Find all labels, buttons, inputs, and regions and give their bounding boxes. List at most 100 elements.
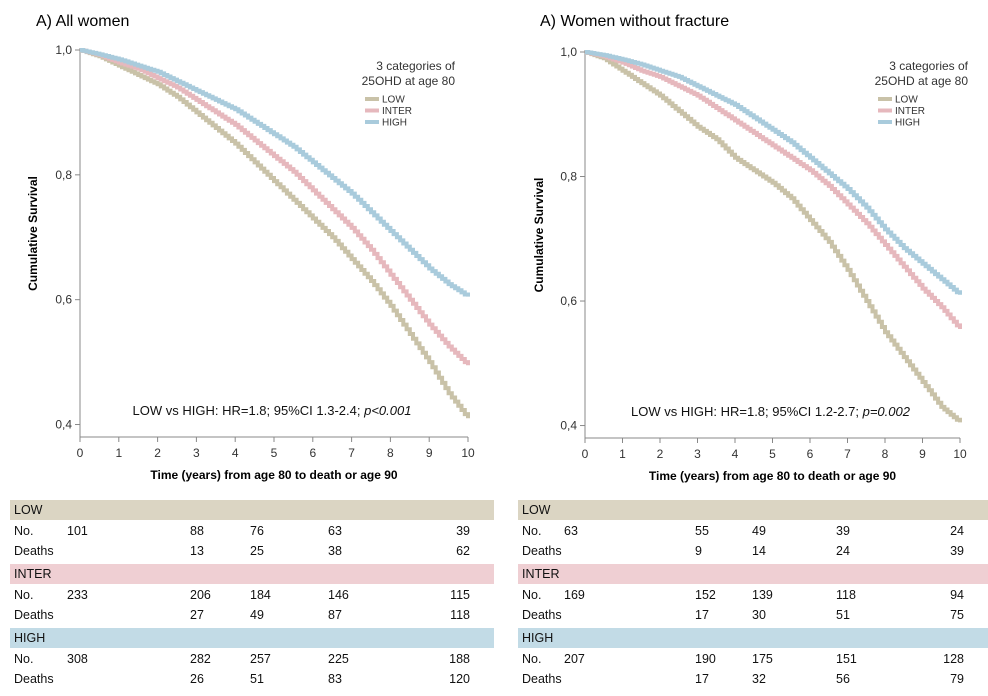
x-axis-title: Time (years) from age 80 to death or age… [649,469,897,483]
legend-item-low: LOW [382,95,405,106]
legend-item-inter: INTER [895,106,925,117]
series-line-inter [585,50,962,329]
risk-cell: 282 [190,652,211,666]
y-tick-label: 1,0 [560,45,577,59]
risk-cell: 233 [67,588,88,602]
risk-cell: 101 [67,524,88,538]
legend-title: 3 categories of [889,59,968,73]
x-axis-title: Time (years) from age 80 to death or age… [150,468,398,482]
risk-row-label: No. [14,652,34,666]
legend-title: 25OHD at age 80 [875,74,969,88]
risk-row-deaths: Deaths 27 49 87 118 [10,605,494,625]
x-tick-label: 1 [115,446,122,460]
risk-cell: 118 [450,608,470,622]
x-tick-label: 9 [426,446,433,460]
risk-cell: 94 [950,588,964,602]
legend-item-low: LOW [895,95,918,106]
risk-cell: 63 [328,524,342,538]
x-tick-label: 6 [807,447,814,461]
risk-cell: 257 [250,652,271,666]
risk-cell: 51 [836,608,850,622]
risk-cell: 27 [190,608,204,622]
risk-row-deaths: Deaths 26 51 83 120 [10,669,494,689]
risk-cell: 139 [752,588,773,602]
risk-cell: 115 [450,588,470,602]
legend-item-high: HIGH [382,118,407,129]
risk-row-label: Deaths [522,672,562,686]
risk-cell: 49 [752,524,766,538]
y-tick-label: 0,8 [560,170,577,184]
x-tick-label: 3 [193,446,200,460]
x-tick-label: 10 [461,446,475,460]
legend-item-high: HIGH [895,118,920,129]
risk-row-label: No. [522,524,542,538]
risk-cell: 87 [328,608,342,622]
risk-table-all-women: LOW No. 101 88 76 63 39 Deaths 13 25 38 62 INTER No. 2… [10,500,494,696]
risk-row-deaths: Deaths 9 14 24 39 [518,541,988,561]
x-tick-label: 10 [953,447,967,461]
risk-cell: 26 [190,672,204,686]
risk-cell: 39 [456,524,470,538]
risk-cell: 152 [695,588,716,602]
risk-group-header-inter: INTER [10,564,494,584]
x-tick-label: 6 [309,446,316,460]
risk-cell: 38 [328,544,342,558]
risk-row-deaths: Deaths 17 30 51 75 [518,605,988,625]
risk-cell: 13 [190,544,204,558]
risk-row-label: No. [14,588,34,602]
hazard-ratio-text: LOW vs HIGH: HR=1.8; 95%CI 1.3-2.4; p<0.… [133,403,412,418]
risk-cell: 63 [564,524,578,538]
risk-row-no: No. 101 88 76 63 39 [10,521,494,541]
risk-cell: 206 [190,588,211,602]
risk-cell: 55 [695,524,709,538]
risk-table-women-without-fracture: LOW No. 63 55 49 39 24 Deaths 9 14 24 39 INTER No. 169… [518,500,988,696]
risk-cell: 76 [250,524,264,538]
panel-title: A) All women [36,13,129,30]
risk-cell: 207 [564,652,585,666]
risk-cell: 39 [836,524,850,538]
risk-cell: 308 [67,652,88,666]
risk-cell: 24 [836,544,850,558]
panel-title: A) Women without fracture [540,13,729,30]
risk-cell: 24 [950,524,964,538]
risk-cell: 83 [328,672,342,686]
risk-cell: 51 [250,672,264,686]
risk-row-label: No. [522,652,542,666]
x-tick-label: 3 [694,447,701,461]
risk-cell: 25 [250,544,264,558]
x-tick-label: 4 [232,446,239,460]
risk-row-no: No. 63 55 49 39 24 [518,521,988,541]
risk-cell: 175 [752,652,773,666]
risk-cell: 75 [950,608,964,622]
legend-item-inter: INTER [382,106,412,117]
series-line-low [585,50,962,423]
y-tick-label: 1,0 [55,43,72,57]
x-tick-label: 8 [882,447,889,461]
x-tick-label: 5 [271,446,278,460]
x-tick-label: 5 [769,447,776,461]
risk-cell: 146 [328,588,349,602]
risk-row-deaths: Deaths 17 32 56 79 [518,669,988,689]
y-axis-title: Cumulative Survival [26,176,40,291]
y-tick-label: 0,4 [560,419,577,433]
x-tick-label: 9 [919,447,926,461]
x-tick-label: 0 [77,446,84,460]
risk-row-deaths: Deaths 13 25 38 62 [10,541,494,561]
risk-group-header-low: LOW [10,500,494,520]
y-tick-label: 0,8 [55,168,72,182]
risk-group-header-high: HIGH [10,628,494,648]
risk-cell: 128 [943,652,964,666]
risk-row-label: Deaths [522,544,562,558]
risk-row-label: Deaths [14,544,54,558]
series-line-inter [80,48,470,366]
risk-cell: 88 [190,524,204,538]
y-tick-label: 0,4 [55,418,72,432]
y-tick-label: 0,6 [560,294,577,308]
series-line-high [80,48,470,297]
risk-row-label: Deaths [14,608,54,622]
risk-cell: 14 [752,544,766,558]
x-tick-label: 0 [582,447,589,461]
series-line-high [585,50,962,295]
risk-cell: 49 [250,608,264,622]
risk-cell: 30 [752,608,766,622]
